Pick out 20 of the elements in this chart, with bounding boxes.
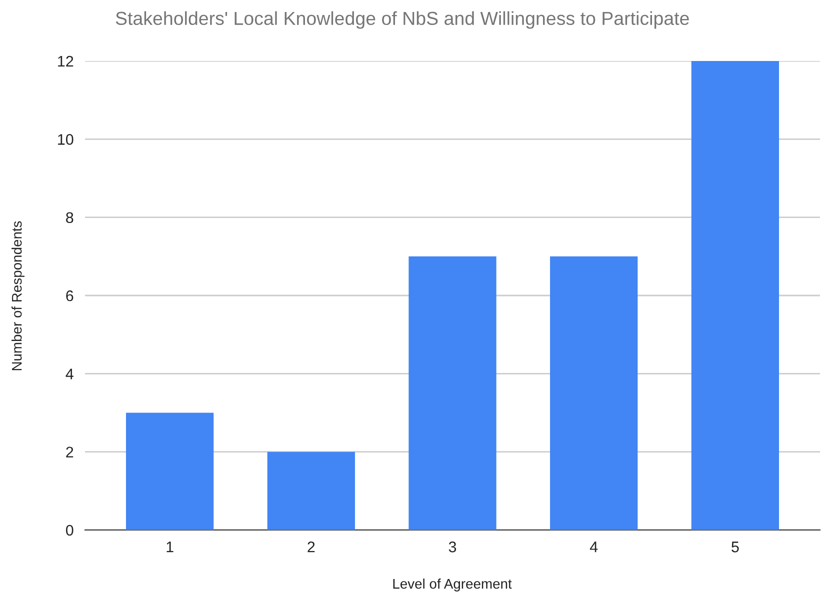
x-tick-label: 3: [448, 542, 456, 552]
bar: [126, 412, 214, 530]
y-axis-title: Number of Respondents: [12, 221, 24, 370]
y-tick-label: 10: [58, 134, 74, 145]
y-tick-label: 4: [66, 368, 74, 380]
bar: [550, 256, 638, 530]
bar: [408, 256, 496, 530]
chart-title: Stakeholders' Local Knowledge of NbS and Willingness to Participate: [116, 11, 689, 29]
x-tick-label: 2: [308, 542, 315, 552]
bar: [267, 452, 355, 530]
x-tick-label: 1: [166, 542, 174, 552]
x-axis-title: Level of Agreement: [393, 578, 512, 592]
x-tick-label: 4: [590, 542, 598, 552]
y-tick-label: 12: [58, 56, 74, 67]
y-tick-label: 6: [66, 290, 74, 302]
y-tick-label: 8: [66, 212, 74, 224]
x-tick-label: 5: [732, 542, 739, 552]
y-tick-label: 2: [66, 446, 74, 458]
y-tick-label: 0: [66, 524, 74, 536]
bar: [691, 61, 780, 530]
